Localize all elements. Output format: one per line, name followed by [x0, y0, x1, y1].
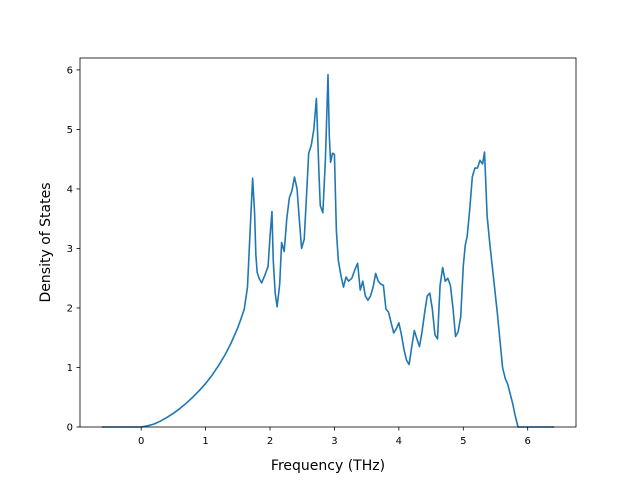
y-tick-label: 2: [67, 303, 73, 314]
x-axis-ticks: 0 1 2 3 4 5 6: [138, 427, 531, 447]
x-tick-label: 6: [525, 436, 531, 447]
x-tick-label: 2: [267, 436, 273, 447]
x-tick-label: 3: [331, 436, 337, 447]
y-tick-label: 6: [67, 65, 73, 76]
plot-area: [101, 73, 555, 428]
x-tick-label: 5: [460, 436, 466, 447]
dos-series-line: [101, 73, 555, 428]
y-tick-label: 1: [67, 363, 73, 374]
x-axis-label: Frequency (THz): [271, 458, 385, 474]
y-axis-ticks: 0 1 2 3 4 5 6: [67, 65, 80, 434]
y-tick-label: 0: [67, 423, 73, 434]
y-axis-label: Density of States: [38, 183, 54, 303]
x-tick-label: 4: [396, 436, 402, 447]
y-tick-label: 5: [67, 125, 73, 136]
y-tick-label: 3: [67, 244, 73, 255]
axes-frame: [79, 57, 577, 428]
x-tick-label: 1: [202, 436, 208, 447]
y-tick-label: 4: [67, 184, 73, 195]
x-tick-label: 0: [138, 436, 144, 447]
